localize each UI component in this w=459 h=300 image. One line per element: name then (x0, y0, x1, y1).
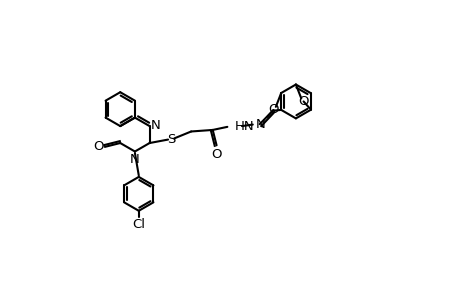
Text: O: O (93, 140, 103, 153)
Text: O: O (211, 148, 221, 161)
Text: O: O (298, 95, 308, 108)
Text: N: N (255, 118, 265, 131)
Text: HN: HN (234, 120, 253, 133)
Text: Cl: Cl (132, 218, 145, 232)
Text: S: S (167, 133, 175, 146)
Text: N: N (151, 119, 161, 132)
Text: O: O (268, 103, 278, 116)
Text: N: N (130, 153, 140, 166)
